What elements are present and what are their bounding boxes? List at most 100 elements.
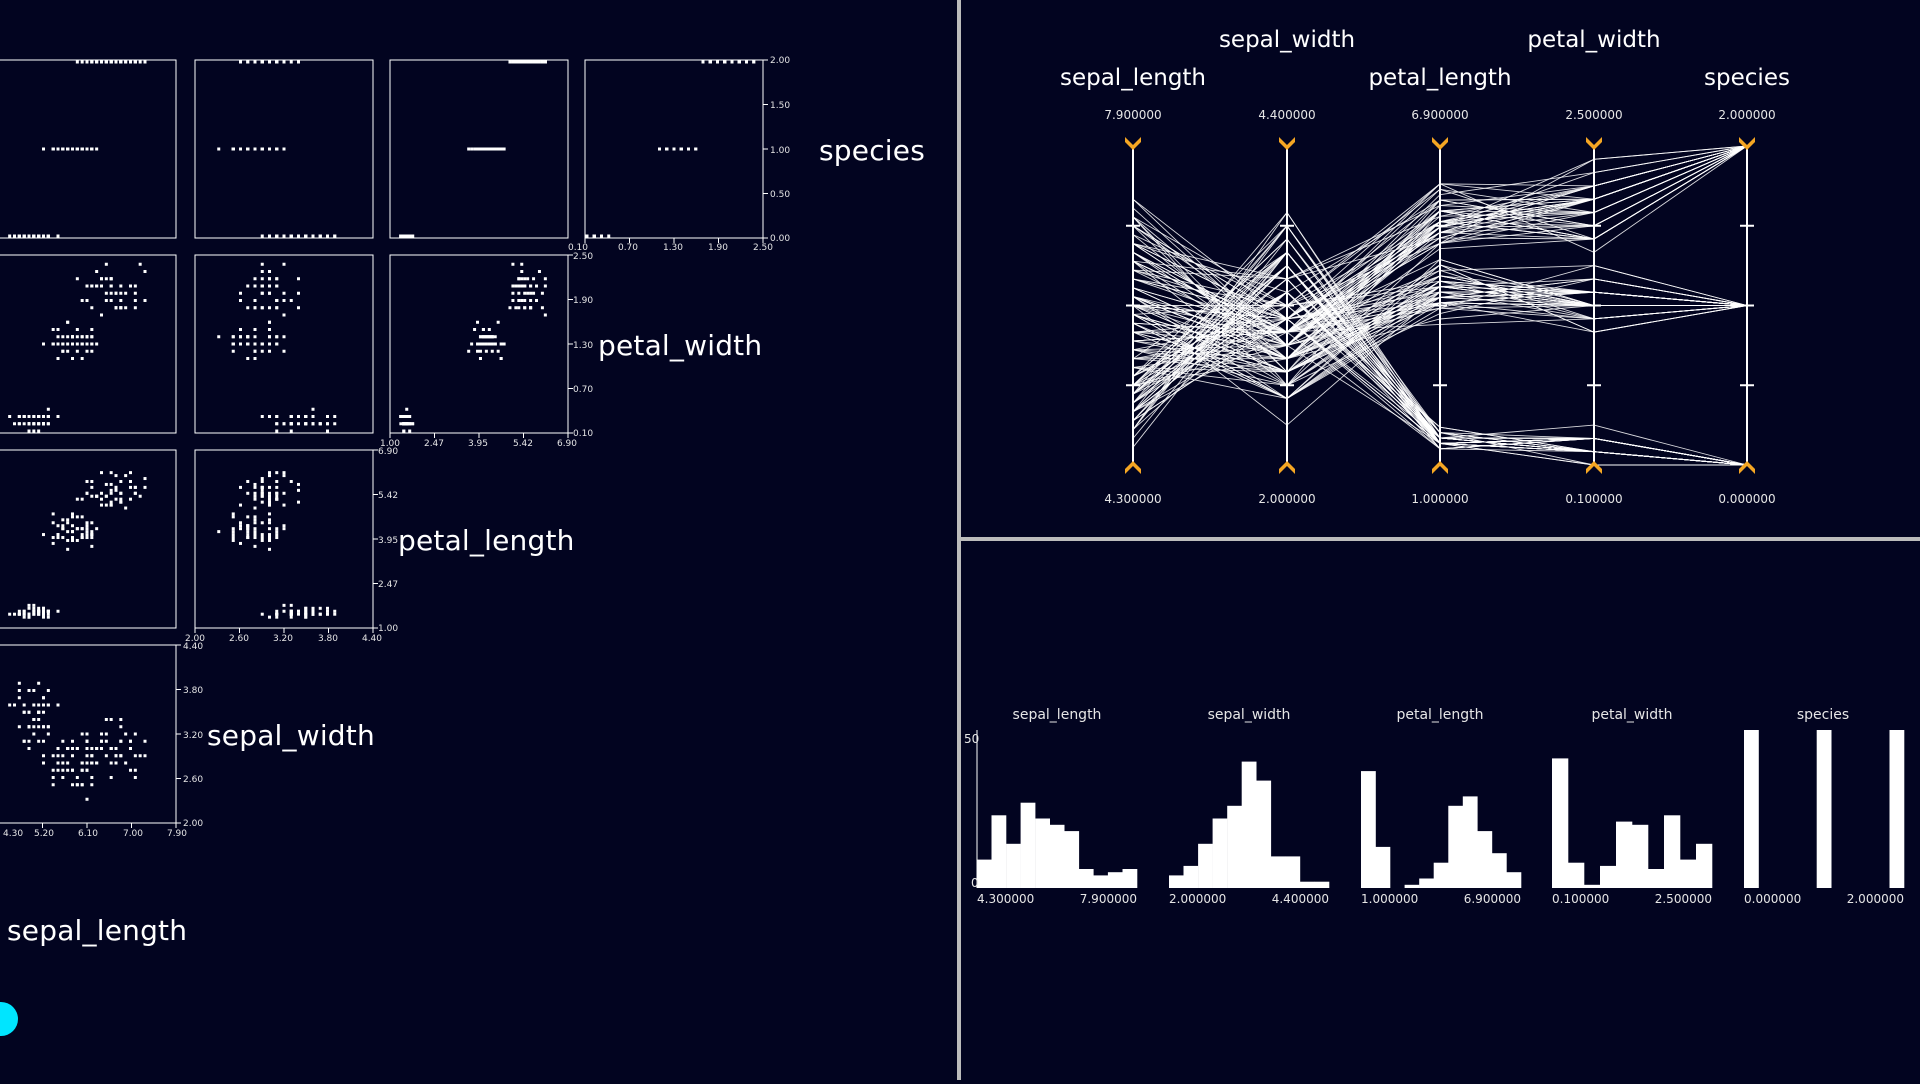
scatter-point — [745, 60, 748, 64]
scatter-point — [326, 422, 329, 426]
scatter-point — [520, 270, 524, 273]
pc-max-handle-icon[interactable] — [1739, 137, 1755, 150]
scatter-point — [543, 277, 547, 281]
scatter-point — [80, 515, 84, 519]
scatter-point — [42, 725, 45, 729]
scatter-point — [333, 609, 337, 613]
scatter-point — [104, 718, 108, 721]
scatter-point — [17, 422, 21, 426]
scatter-point — [268, 320, 271, 324]
pc-axis-pw[interactable] — [1586, 137, 1602, 474]
pc-axis-pl[interactable] — [1432, 137, 1448, 474]
scatter-point — [51, 536, 55, 540]
scatter-point — [246, 342, 250, 346]
pc-axis-sl[interactable] — [1125, 137, 1141, 474]
scatter-point — [543, 313, 547, 317]
scatter-point — [100, 491, 103, 495]
scatter-point — [268, 284, 271, 288]
pc-axis-s[interactable] — [1739, 137, 1755, 474]
scatter-point — [75, 783, 79, 787]
scatter-point — [37, 739, 41, 743]
vertical-splitter[interactable] — [957, 0, 961, 1080]
parallel-coordinates-view[interactable]: sepal_length sepal_width petal_length pe… — [961, 0, 1920, 537]
histogram-bar — [1568, 862, 1585, 888]
scatter-point — [8, 612, 12, 616]
scatter-point — [467, 349, 471, 353]
scatter-point — [138, 754, 142, 758]
scatter-point — [37, 612, 41, 616]
scatter-point — [253, 277, 257, 281]
scatter-point — [85, 524, 89, 528]
scatter-point — [260, 415, 264, 418]
tick-label: 6.10 — [78, 829, 98, 839]
pc-min-handle-icon[interactable] — [1586, 461, 1602, 474]
scatter-point — [109, 284, 113, 288]
scatter-point — [71, 357, 74, 360]
scatter-point — [56, 761, 60, 765]
pc-min-handle-icon[interactable] — [1432, 461, 1448, 474]
scatter-point — [217, 335, 221, 339]
scatter-point — [268, 60, 271, 64]
scatter-point — [32, 718, 36, 721]
scatter-point — [56, 328, 60, 331]
scatter-point — [701, 60, 705, 64]
orientation-indicator[interactable] — [0, 1002, 18, 1036]
scatter-point — [260, 284, 264, 288]
scatter-point — [399, 422, 403, 426]
scatter-point — [268, 536, 271, 540]
histogram-min-label: 2.000000 — [1169, 892, 1226, 906]
scatter-point — [71, 536, 74, 540]
scatter-point — [493, 147, 497, 151]
scatter-point — [90, 754, 94, 758]
scatter-point — [231, 536, 235, 540]
pc-min-handle-icon[interactable] — [1125, 461, 1141, 474]
scatter-point — [56, 524, 60, 528]
histogram-title: sepal_width — [1208, 707, 1291, 723]
scatter-point — [478, 349, 482, 353]
ticks-sepal-width-row: 4.30 5.20 6.10 7.00 7.90 4.40 3.80 3.20 … — [3, 642, 203, 839]
scatter-point — [304, 606, 308, 610]
scatter-point — [104, 732, 108, 736]
pc-axis-sw[interactable] — [1279, 137, 1295, 474]
scatter-point — [66, 335, 70, 339]
scatter-point — [239, 524, 242, 528]
pc-max-label: 2.500000 — [1565, 108, 1622, 122]
scatter-point — [478, 342, 482, 346]
scatter-matrix-view[interactable]: species petal_width petal_length sepal_w… — [0, 0, 957, 1080]
histogram-bar — [1169, 875, 1184, 888]
histogram-bar — [1183, 865, 1199, 888]
scatter-point — [517, 284, 521, 288]
histogram-bar — [1744, 730, 1759, 888]
pc-max-handle-icon[interactable] — [1586, 137, 1602, 150]
scatter-point — [239, 342, 242, 346]
scatter-point — [138, 494, 142, 498]
horizontal-splitter[interactable] — [961, 537, 1920, 541]
pc-max-handle-icon[interactable] — [1125, 137, 1141, 150]
pc-max-handle-icon[interactable] — [1432, 137, 1448, 150]
scatter-point — [253, 342, 257, 346]
scatter-point — [520, 299, 524, 302]
scatter-point — [90, 533, 94, 537]
scatter-point — [56, 357, 60, 360]
pc-min-handle-icon[interactable] — [1739, 461, 1755, 474]
tick-label: 0.70 — [618, 243, 638, 253]
pc-max-handle-icon[interactable] — [1279, 137, 1295, 150]
scatter-point — [27, 603, 31, 607]
scatter-point — [66, 342, 70, 346]
scatter-point — [119, 497, 123, 501]
scatter-point — [268, 485, 271, 489]
scatter-point — [282, 313, 286, 317]
histogram-bar — [1375, 846, 1391, 888]
pc-min-handle-icon[interactable] — [1279, 461, 1295, 474]
scatter-point — [297, 609, 300, 613]
histogram-view[interactable]: sepal_length sepal_width petal_length pe… — [961, 541, 1920, 1080]
scatter-point — [133, 732, 137, 736]
scatter-point — [46, 689, 50, 692]
scatter-point — [508, 306, 512, 310]
scatter-point — [27, 606, 31, 610]
tick-label: 1.00 — [770, 146, 790, 156]
scatter-point — [592, 234, 596, 238]
scatter-point — [333, 612, 337, 616]
scatter-point — [90, 494, 94, 498]
scatter-point — [496, 147, 500, 151]
